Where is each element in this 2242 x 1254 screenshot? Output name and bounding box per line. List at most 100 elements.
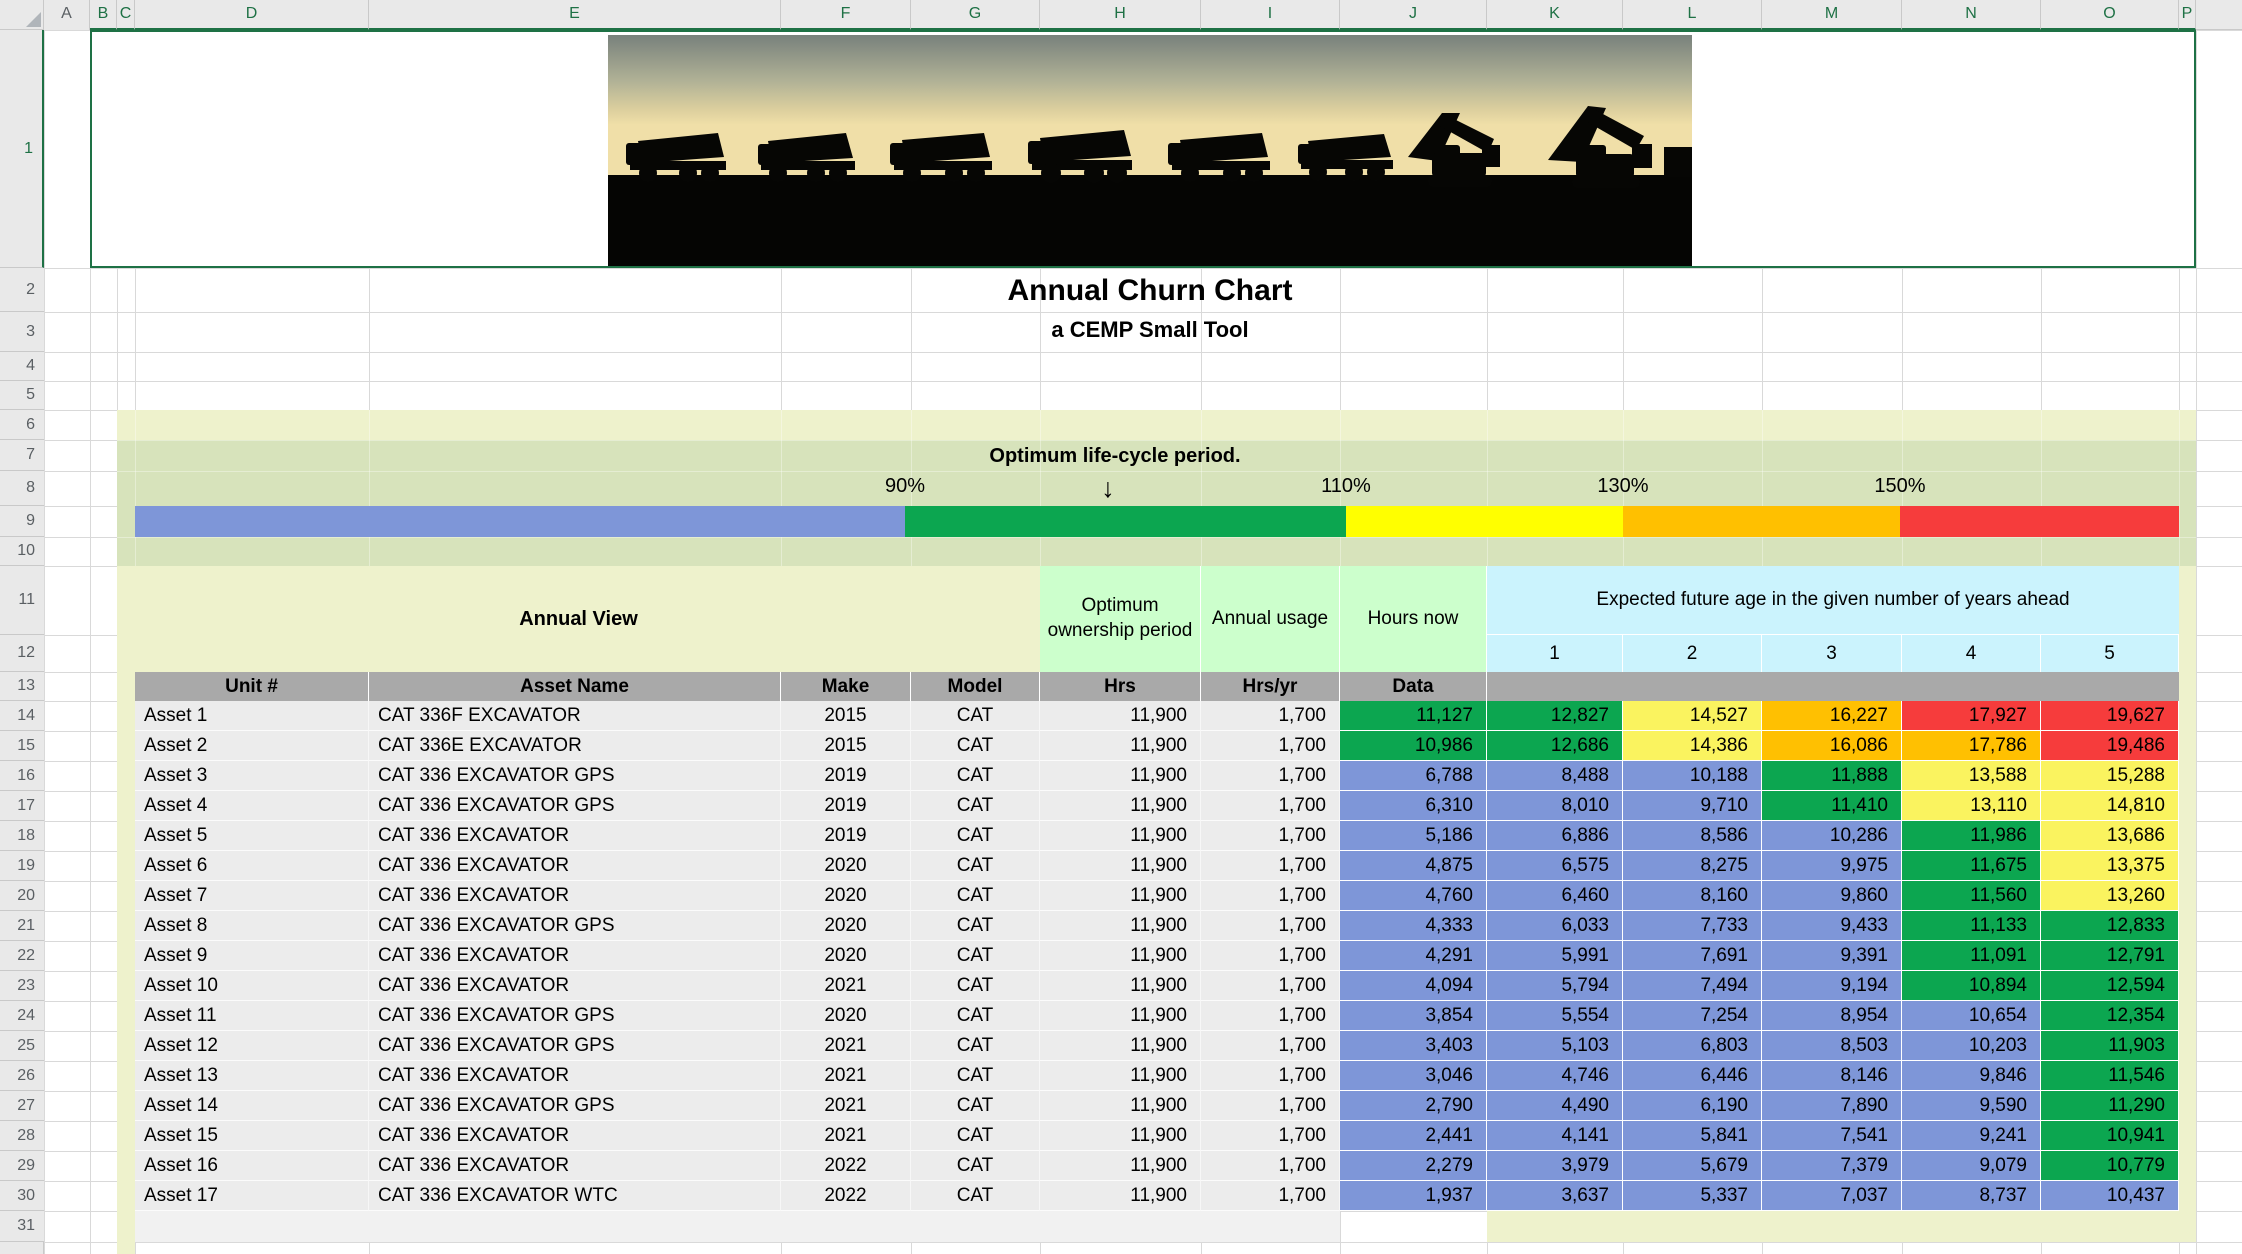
cell-value-year4[interactable]: 10,203 xyxy=(1902,1031,2041,1061)
column-header-H[interactable]: H xyxy=(1040,0,1201,30)
cell-unit[interactable]: Asset 15 xyxy=(135,1121,369,1151)
cell-hrs[interactable]: 11,900 xyxy=(1040,911,1201,941)
cell-value-year0[interactable]: 5,186 xyxy=(1340,821,1487,851)
cell-value-year2[interactable]: 6,190 xyxy=(1623,1091,1762,1121)
cell-value-year5[interactable]: 14,810 xyxy=(2041,791,2179,821)
cell-value-year4[interactable]: 13,110 xyxy=(1902,791,2041,821)
cell-value-year4[interactable]: 17,786 xyxy=(1902,731,2041,761)
annual-usage-header[interactable]: Annual usage xyxy=(1201,566,1340,672)
cell-value-year2[interactable]: 6,446 xyxy=(1623,1061,1762,1091)
cell-value-year4[interactable]: 9,846 xyxy=(1902,1061,2041,1091)
row-header-15[interactable]: 15 xyxy=(0,731,44,761)
cell-value-year5[interactable]: 11,546 xyxy=(2041,1061,2179,1091)
cell-value-year3[interactable]: 16,227 xyxy=(1762,701,1902,731)
cell-value-year3[interactable]: 11,410 xyxy=(1762,791,1902,821)
ownership-period-header[interactable]: Optimum ownership period xyxy=(1040,566,1201,672)
cell-value-year4[interactable]: 11,560 xyxy=(1902,881,2041,911)
cell-value-year4[interactable]: 9,079 xyxy=(1902,1151,2041,1181)
cell-hrs_yr[interactable]: 1,700 xyxy=(1201,701,1340,731)
cell-value-year1[interactable]: 12,686 xyxy=(1487,731,1623,761)
cell-unit[interactable]: Asset 12 xyxy=(135,1031,369,1061)
cell-value-year4[interactable]: 10,894 xyxy=(1902,971,2041,1001)
cell-value-year1[interactable]: 5,554 xyxy=(1487,1001,1623,1031)
cell-value-year5[interactable]: 13,686 xyxy=(2041,821,2179,851)
cell-unit[interactable]: Asset 9 xyxy=(135,941,369,971)
cell-hrs_yr[interactable]: 1,700 xyxy=(1201,1121,1340,1151)
cell-value-year0[interactable]: 11,127 xyxy=(1340,701,1487,731)
year-header-4[interactable]: 4 xyxy=(1902,635,2041,672)
cell-hrs[interactable]: 11,900 xyxy=(1040,731,1201,761)
cell-unit[interactable]: Asset 11 xyxy=(135,1001,369,1031)
row-header-5[interactable]: 5 xyxy=(0,381,44,410)
row-header-23[interactable]: 23 xyxy=(0,971,44,1001)
cell-value-year0[interactable]: 4,094 xyxy=(1340,971,1487,1001)
cell-model[interactable]: CAT xyxy=(911,1091,1040,1121)
cell-value-year0[interactable]: 1,937 xyxy=(1340,1181,1487,1211)
row-header-18[interactable]: 18 xyxy=(0,821,44,851)
cell-hrs[interactable]: 11,900 xyxy=(1040,971,1201,1001)
cell-make[interactable]: 2019 xyxy=(781,821,911,851)
cell-value-year3[interactable]: 9,860 xyxy=(1762,881,1902,911)
row-header-14[interactable]: 14 xyxy=(0,701,44,731)
cell-unit[interactable]: Asset 8 xyxy=(135,911,369,941)
band-row6[interactable] xyxy=(117,410,2196,440)
cell-value-year3[interactable]: 7,379 xyxy=(1762,1151,1902,1181)
cell-hrs_yr[interactable]: 1,700 xyxy=(1201,1001,1340,1031)
sub-header-unit-[interactable]: Unit # xyxy=(135,672,369,701)
cell-value-year5[interactable]: 12,791 xyxy=(2041,941,2179,971)
column-header-D[interactable]: D xyxy=(135,0,369,30)
cell-make[interactable]: 2015 xyxy=(781,731,911,761)
cell-value-year3[interactable]: 8,954 xyxy=(1762,1001,1902,1031)
cell-value-year3[interactable]: 8,503 xyxy=(1762,1031,1902,1061)
cell-model[interactable]: CAT xyxy=(911,881,1040,911)
year-header-1[interactable]: 1 xyxy=(1487,635,1623,672)
cell-value-year2[interactable]: 5,841 xyxy=(1623,1121,1762,1151)
row-header-1[interactable]: 1 xyxy=(0,30,44,268)
cell-value-year4[interactable]: 17,927 xyxy=(1902,701,2041,731)
cell-make[interactable]: 2021 xyxy=(781,1061,911,1091)
cell-hrs[interactable]: 11,900 xyxy=(1040,1001,1201,1031)
cell-model[interactable]: CAT xyxy=(911,851,1040,881)
cell-hrs_yr[interactable]: 1,700 xyxy=(1201,1151,1340,1181)
cell-unit[interactable]: Asset 5 xyxy=(135,821,369,851)
cell-make[interactable]: 2015 xyxy=(781,701,911,731)
cell-value-year2[interactable]: 10,188 xyxy=(1623,761,1762,791)
cell-name[interactable]: CAT 336F EXCAVATOR xyxy=(369,701,781,731)
sub-header-hrs[interactable]: Hrs xyxy=(1040,672,1201,701)
row-header-25[interactable]: 25 xyxy=(0,1031,44,1061)
row-header-17[interactable]: 17 xyxy=(0,791,44,821)
sub-header-asset-name[interactable]: Asset Name xyxy=(369,672,781,701)
cell-hrs[interactable]: 11,900 xyxy=(1040,881,1201,911)
cell-model[interactable]: CAT xyxy=(911,791,1040,821)
cell-hrs_yr[interactable]: 1,700 xyxy=(1201,1091,1340,1121)
cell-model[interactable]: CAT xyxy=(911,1061,1040,1091)
cell-value-year4[interactable]: 9,241 xyxy=(1902,1121,2041,1151)
row-header-24[interactable]: 24 xyxy=(0,1001,44,1031)
cell-name[interactable]: CAT 336 EXCAVATOR xyxy=(369,1061,781,1091)
row-header-26[interactable]: 26 xyxy=(0,1061,44,1091)
cell-name[interactable]: CAT 336 EXCAVATOR GPS xyxy=(369,1001,781,1031)
cell-name[interactable]: CAT 336 EXCAVATOR xyxy=(369,1151,781,1181)
row-header-6[interactable]: 6 xyxy=(0,410,44,440)
sub-header-make[interactable]: Make xyxy=(781,672,911,701)
year-header-2[interactable]: 2 xyxy=(1623,635,1762,672)
cell-model[interactable]: CAT xyxy=(911,971,1040,1001)
cell-value-year3[interactable]: 9,975 xyxy=(1762,851,1902,881)
cell-make[interactable]: 2021 xyxy=(781,1031,911,1061)
row-header-12[interactable]: 12 xyxy=(0,635,44,672)
cell-make[interactable]: 2020 xyxy=(781,941,911,971)
row-header-31[interactable]: 31 xyxy=(0,1211,44,1242)
cell-hrs[interactable]: 11,900 xyxy=(1040,1061,1201,1091)
column-header-F[interactable]: F xyxy=(781,0,911,30)
cell-unit[interactable]: Asset 7 xyxy=(135,881,369,911)
column-header-C[interactable]: C xyxy=(117,0,135,30)
banner-cell[interactable] xyxy=(90,30,2196,268)
row-header-30[interactable]: 30 xyxy=(0,1181,44,1211)
row-header-8[interactable]: 8 xyxy=(0,471,44,506)
sub-header-model[interactable]: Model xyxy=(911,672,1040,701)
cell-model[interactable]: CAT xyxy=(911,911,1040,941)
row-header-29[interactable]: 29 xyxy=(0,1151,44,1181)
page-subtitle[interactable]: a CEMP Small Tool xyxy=(1051,317,1249,342)
row-header-27[interactable]: 27 xyxy=(0,1091,44,1121)
row-header-11[interactable]: 11 xyxy=(0,566,44,635)
